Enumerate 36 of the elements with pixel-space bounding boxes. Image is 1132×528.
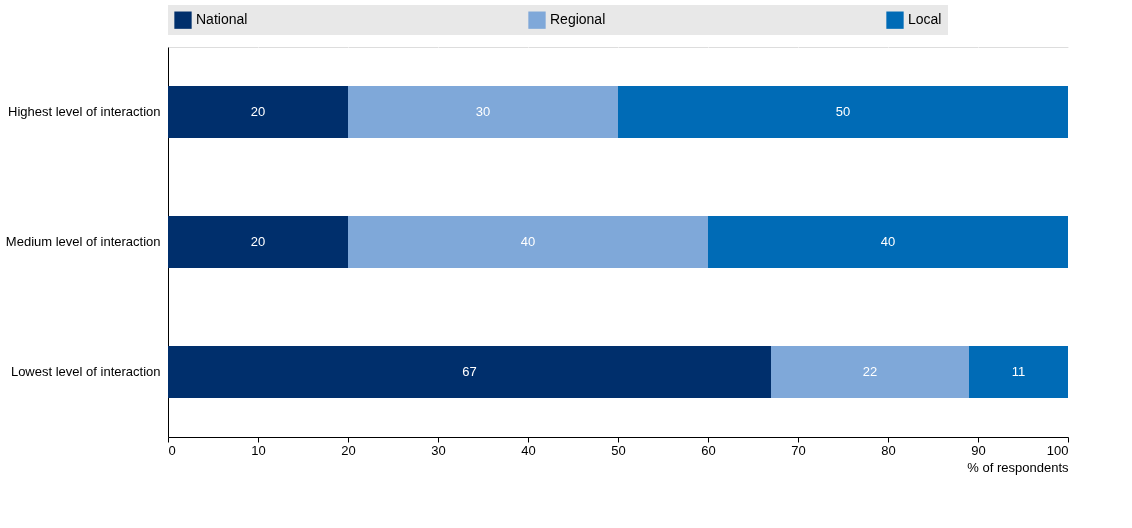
y-tick-label: Medium level of interaction: [5, 234, 161, 249]
x-tick-label: 40: [521, 442, 536, 458]
x-tick-label: 100: [1046, 442, 1069, 458]
x-tick-label: 30: [431, 442, 446, 458]
data-label: 20: [250, 104, 266, 119]
x-tick-label: 50: [611, 442, 626, 458]
data-label: 40: [880, 234, 896, 249]
bar: [168, 216, 348, 268]
y-tick-label: Lowest level of interaction: [10, 364, 161, 379]
bar: [708, 216, 1068, 268]
bar: [348, 86, 618, 138]
bar: [969, 346, 1068, 398]
legend-label: National: [196, 11, 248, 28]
data-label: 40: [520, 234, 536, 249]
bar: [168, 346, 771, 398]
data-label: 20: [250, 234, 266, 249]
x-tick-label: 70: [791, 442, 806, 458]
x-tick-label: 10: [251, 442, 266, 458]
data-label: 22: [862, 364, 878, 379]
x-tick-label: 80: [881, 442, 896, 458]
x-tick-label: 20: [341, 442, 356, 458]
x-tick-label: 0: [168, 442, 176, 458]
bar: [348, 216, 708, 268]
x-tick-label: 60: [701, 442, 716, 458]
legend-label: Local: [908, 11, 942, 28]
data-label: 11: [1011, 364, 1026, 379]
bar: [771, 346, 969, 398]
data-label: 67: [462, 364, 477, 379]
y-tick-label: Highest level of interaction: [8, 104, 161, 119]
x-axis-title: % of respondents: [967, 459, 1069, 475]
data-label: 30: [475, 104, 491, 119]
bar: [618, 86, 1068, 138]
legend-label: Regional: [550, 11, 606, 28]
x-tick-label: 90: [971, 442, 986, 458]
bar: [168, 86, 348, 138]
data-label: 50: [835, 104, 851, 119]
